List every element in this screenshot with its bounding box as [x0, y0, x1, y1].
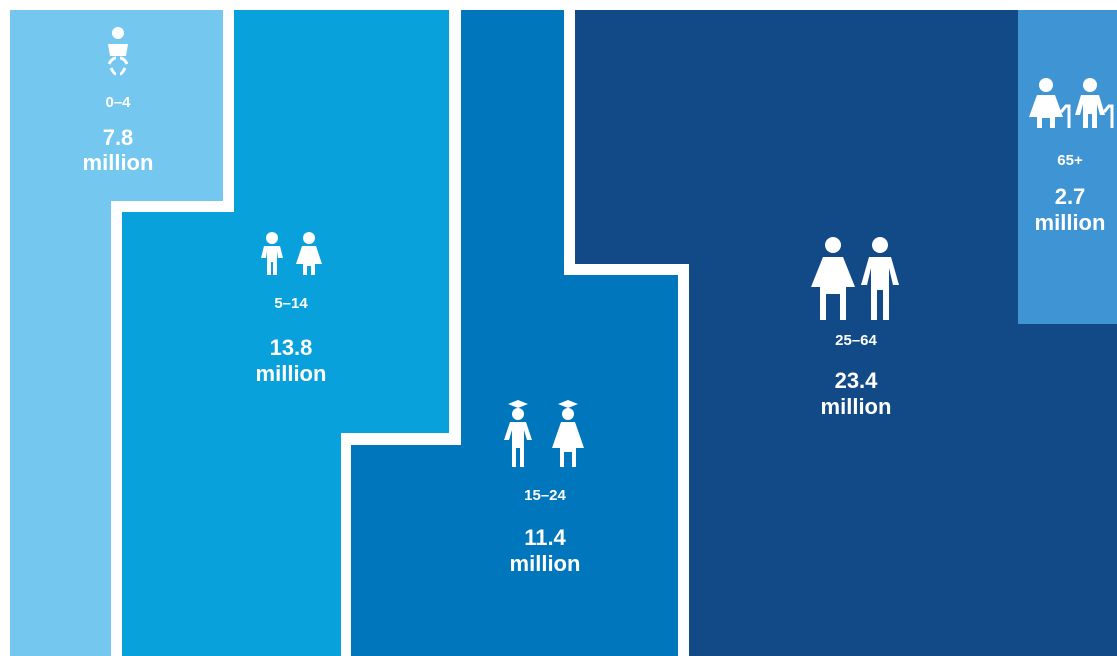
- adults-icon: [811, 237, 899, 320]
- age-label-15-24: 15–24: [524, 487, 566, 504]
- unit-label-15-24: million: [510, 551, 581, 576]
- block-15-24: [351, 10, 678, 656]
- unit-label-0-4: million: [83, 150, 154, 175]
- baby-icon: [107, 27, 129, 76]
- graduates-icon: [504, 400, 584, 467]
- age-label-25-64: 25–64: [835, 332, 877, 349]
- value-label-65-plus: 2.7: [1055, 184, 1086, 209]
- unit-label-65-plus: million: [1035, 210, 1106, 235]
- unit-label-5-14: million: [256, 361, 327, 386]
- age-label-65-plus: 65+: [1057, 152, 1083, 169]
- elderly-icon: [1029, 78, 1114, 128]
- age-label-5-14: 5–14: [274, 295, 308, 312]
- children-icon: [261, 232, 322, 275]
- unit-label-25-64: million: [821, 394, 892, 419]
- block-5-14: [122, 10, 449, 656]
- age-label-0-4: 0–4: [105, 94, 131, 111]
- value-label-25-64: 23.4: [835, 368, 879, 393]
- block-0-4: [10, 10, 223, 656]
- value-label-0-4: 7.8: [103, 125, 134, 150]
- value-label-15-24: 11.4: [524, 525, 566, 550]
- value-label-5-14: 13.8: [270, 335, 313, 360]
- block-25-64: [575, 10, 1117, 656]
